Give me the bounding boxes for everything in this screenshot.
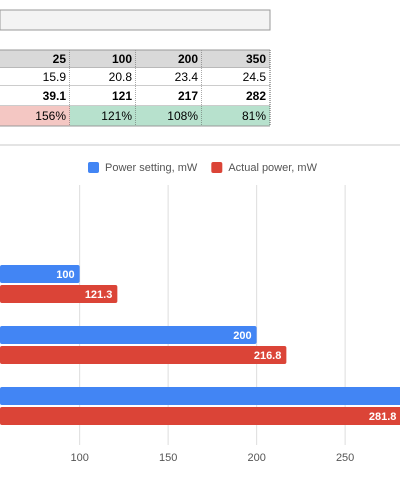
cell-text: 121% xyxy=(101,109,132,123)
bar xyxy=(0,285,118,303)
cell-text: 217 xyxy=(178,89,198,103)
cell-bg xyxy=(136,50,202,68)
bar-label: 100 xyxy=(56,269,74,281)
bar-label: 281.8 xyxy=(369,411,397,423)
cell-bg xyxy=(136,86,202,106)
cell-bg xyxy=(0,68,70,86)
bar xyxy=(0,326,257,344)
cell-bg xyxy=(202,68,270,86)
cell-text: 121 xyxy=(112,89,132,103)
cell-bg xyxy=(202,106,270,126)
cell-bg xyxy=(0,50,70,68)
x-tick-label: 200 xyxy=(247,452,265,464)
legend-swatch xyxy=(88,162,99,173)
legend-swatch xyxy=(211,162,223,173)
cell-text: 200 xyxy=(178,52,198,66)
cell-bg xyxy=(136,106,202,126)
cell-text: 24.5 xyxy=(243,70,267,84)
input-cell xyxy=(0,9,271,31)
cell-bg xyxy=(70,86,136,106)
cell-bg xyxy=(0,86,70,106)
x-tick-label: 100 xyxy=(70,452,88,464)
cell-text: 282 xyxy=(246,89,266,103)
bar-label: 200 xyxy=(233,330,251,342)
bar xyxy=(0,346,287,364)
bar xyxy=(0,265,80,283)
cell-text: 15.9 xyxy=(43,70,67,84)
cell-text: 23.4 xyxy=(175,70,199,84)
x-tick-label: 150 xyxy=(159,452,177,464)
cell-text: 108% xyxy=(167,109,198,123)
cell-bg xyxy=(136,68,202,86)
cell-bg xyxy=(70,68,136,86)
cell-text: 156% xyxy=(35,109,66,123)
cell-text: 25 xyxy=(53,52,67,66)
cell-bg xyxy=(0,106,70,126)
legend-label: Actual power, mW xyxy=(228,162,317,174)
cell-bg xyxy=(70,50,136,68)
cell-text: 39.1 xyxy=(43,89,67,103)
cell-text: 20.8 xyxy=(109,70,133,84)
legend-label: Power setting, mW xyxy=(105,162,198,174)
cell-text: 350 xyxy=(246,52,266,66)
cell-text: 81% xyxy=(242,109,266,123)
cell-bg xyxy=(202,50,270,68)
cell-bg xyxy=(202,86,270,106)
cell-bg xyxy=(70,106,136,126)
x-tick-label: 250 xyxy=(336,452,354,464)
bar-label: 121.3 xyxy=(85,289,113,301)
bar-label: 216.8 xyxy=(254,350,282,362)
cell-text: 100 xyxy=(112,52,132,66)
bar xyxy=(0,387,400,405)
bar xyxy=(0,407,400,425)
